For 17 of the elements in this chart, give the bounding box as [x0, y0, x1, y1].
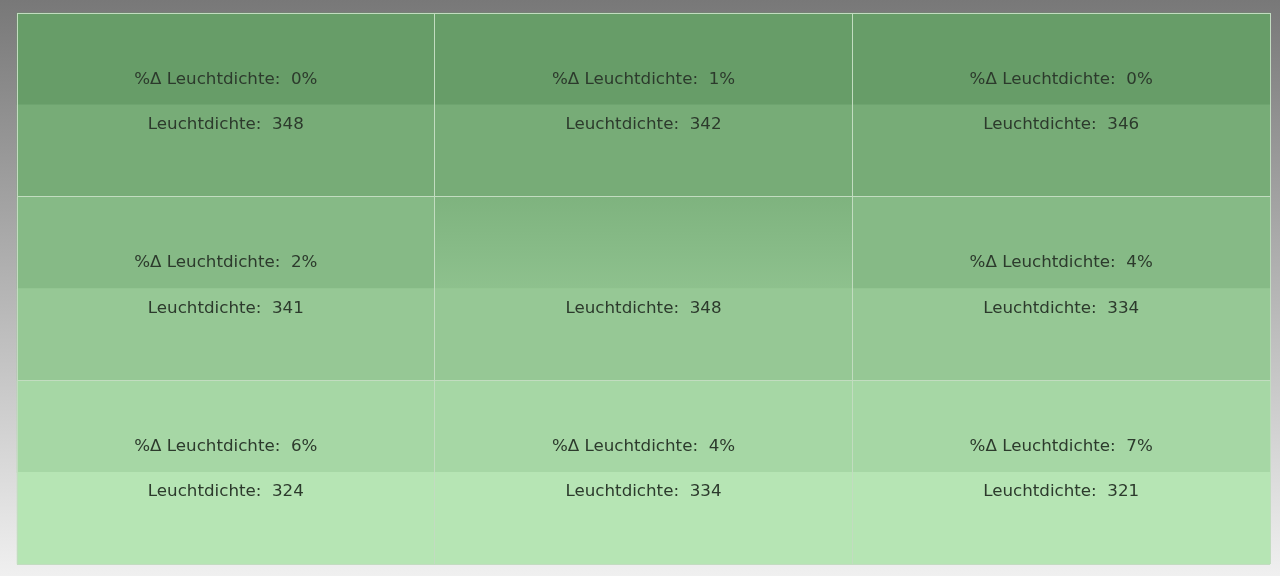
data-label: Leuchtdichte: 334	[983, 296, 1140, 317]
data-label: Leuchtdichte: 348	[147, 113, 304, 133]
data-label: Leuchtdichte: 334	[565, 480, 722, 501]
data-label: %Δ Leuchtdichte: 0%	[134, 67, 318, 88]
data-label: Leuchtdichte: 346	[983, 113, 1140, 133]
data-label: %Δ Leuchtdichte: 7%	[969, 435, 1153, 455]
data-label: %Δ Leuchtdichte: 4%	[969, 251, 1153, 272]
data-label: Leuchtdichte: 341	[147, 296, 304, 317]
data-label: Leuchtdichte: 321	[983, 480, 1140, 501]
data-label: %Δ Leuchtdichte: 0%	[969, 67, 1153, 88]
data-label: %Δ Leuchtdichte: 6%	[134, 435, 318, 455]
data-label: %Δ Leuchtdichte: 1%	[551, 67, 736, 88]
data-label: %Δ Leuchtdichte: 2%	[134, 251, 318, 272]
data-label: Leuchtdichte: 342	[565, 113, 722, 133]
data-label: Leuchtdichte: 324	[147, 480, 304, 501]
data-label: %Δ Leuchtdichte: 4%	[551, 435, 736, 455]
data-label: Leuchtdichte: 348	[565, 296, 722, 317]
